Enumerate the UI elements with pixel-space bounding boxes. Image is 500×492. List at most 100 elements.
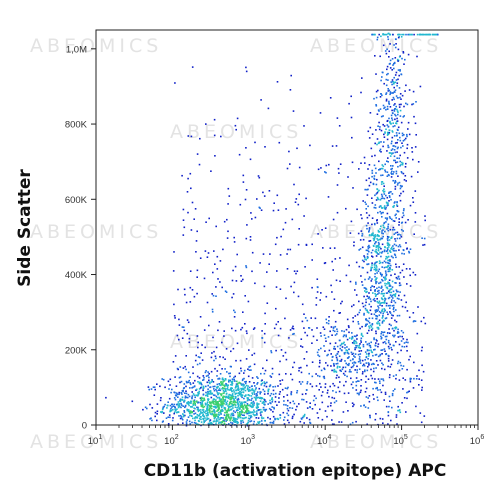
event-point [245, 147, 247, 149]
event-point [363, 404, 365, 406]
event-point [358, 300, 360, 303]
event-point [150, 417, 152, 419]
event-point [389, 343, 391, 346]
event-point [381, 197, 384, 199]
event-point [358, 344, 360, 347]
event-point [406, 147, 408, 150]
event-point [361, 325, 363, 328]
event-point [270, 409, 272, 411]
event-point [263, 390, 266, 393]
event-point [214, 415, 216, 418]
event-point [259, 412, 262, 414]
event-point [267, 403, 269, 405]
event-point [368, 276, 371, 278]
event-point [390, 81, 392, 83]
event-point [348, 264, 350, 267]
event-point [236, 117, 239, 120]
event-point [224, 400, 226, 403]
event-point [195, 394, 197, 397]
event-point [204, 404, 207, 406]
event-point [221, 408, 223, 411]
event-point [330, 353, 332, 355]
event-point [192, 404, 194, 406]
event-point [207, 414, 209, 417]
event-point [220, 406, 223, 409]
event-point [365, 249, 368, 252]
event-point [187, 393, 190, 396]
event-point [386, 235, 389, 238]
event-point [234, 380, 236, 382]
event-point [207, 398, 210, 401]
event-point [379, 417, 382, 420]
event-point [397, 69, 400, 71]
event-point [174, 406, 176, 408]
event-point [421, 364, 423, 367]
event-point [316, 291, 319, 293]
event-point [239, 414, 242, 417]
event-point [399, 96, 401, 99]
event-point [398, 87, 401, 89]
event-point [177, 405, 180, 407]
event-point [252, 400, 255, 403]
event-point [256, 410, 258, 412]
event-point [387, 246, 390, 248]
event-point [409, 248, 412, 250]
event-point [417, 171, 419, 173]
event-point [378, 169, 380, 171]
event-point [170, 410, 173, 412]
event-point [279, 288, 282, 290]
event-point [339, 339, 341, 342]
event-point [320, 292, 322, 294]
event-point [244, 198, 247, 201]
event-point [362, 344, 365, 346]
event-point [402, 365, 405, 367]
event-point [270, 402, 272, 405]
event-point [208, 217, 210, 220]
event-point [216, 392, 219, 394]
event-point [375, 281, 377, 283]
event-point [363, 287, 366, 289]
event-point [359, 327, 361, 330]
event-point [355, 420, 357, 423]
event-point [435, 33, 438, 36]
event-point [218, 321, 221, 323]
event-point [349, 369, 351, 371]
event-point [392, 293, 395, 296]
event-point [362, 371, 364, 373]
event-point [373, 349, 375, 351]
event-point [254, 411, 256, 413]
event-point [256, 403, 258, 406]
event-point [206, 381, 209, 384]
event-point [373, 237, 376, 239]
event-point [235, 359, 237, 362]
event-point [283, 419, 285, 421]
event-point [219, 281, 221, 283]
event-point [248, 412, 250, 414]
event-point [209, 401, 212, 404]
event-point [367, 297, 370, 300]
event-point [279, 254, 282, 256]
event-point [235, 280, 238, 282]
event-point [221, 383, 223, 386]
event-point [379, 246, 381, 249]
event-point [350, 371, 352, 373]
event-point [189, 270, 192, 272]
event-point [229, 389, 231, 391]
event-point [302, 398, 305, 401]
event-point [370, 147, 373, 150]
event-point [184, 406, 186, 409]
event-point [147, 386, 150, 388]
event-point [227, 384, 230, 386]
event-point [388, 268, 390, 271]
event-point [210, 404, 213, 407]
event-point [194, 396, 196, 399]
event-point [382, 229, 384, 231]
event-point [237, 397, 240, 400]
event-point [384, 284, 387, 287]
event-point [384, 170, 387, 173]
event-point [240, 328, 242, 331]
event-point [387, 411, 390, 413]
event-point [396, 201, 398, 204]
event-point [392, 64, 394, 66]
event-point [256, 407, 258, 409]
